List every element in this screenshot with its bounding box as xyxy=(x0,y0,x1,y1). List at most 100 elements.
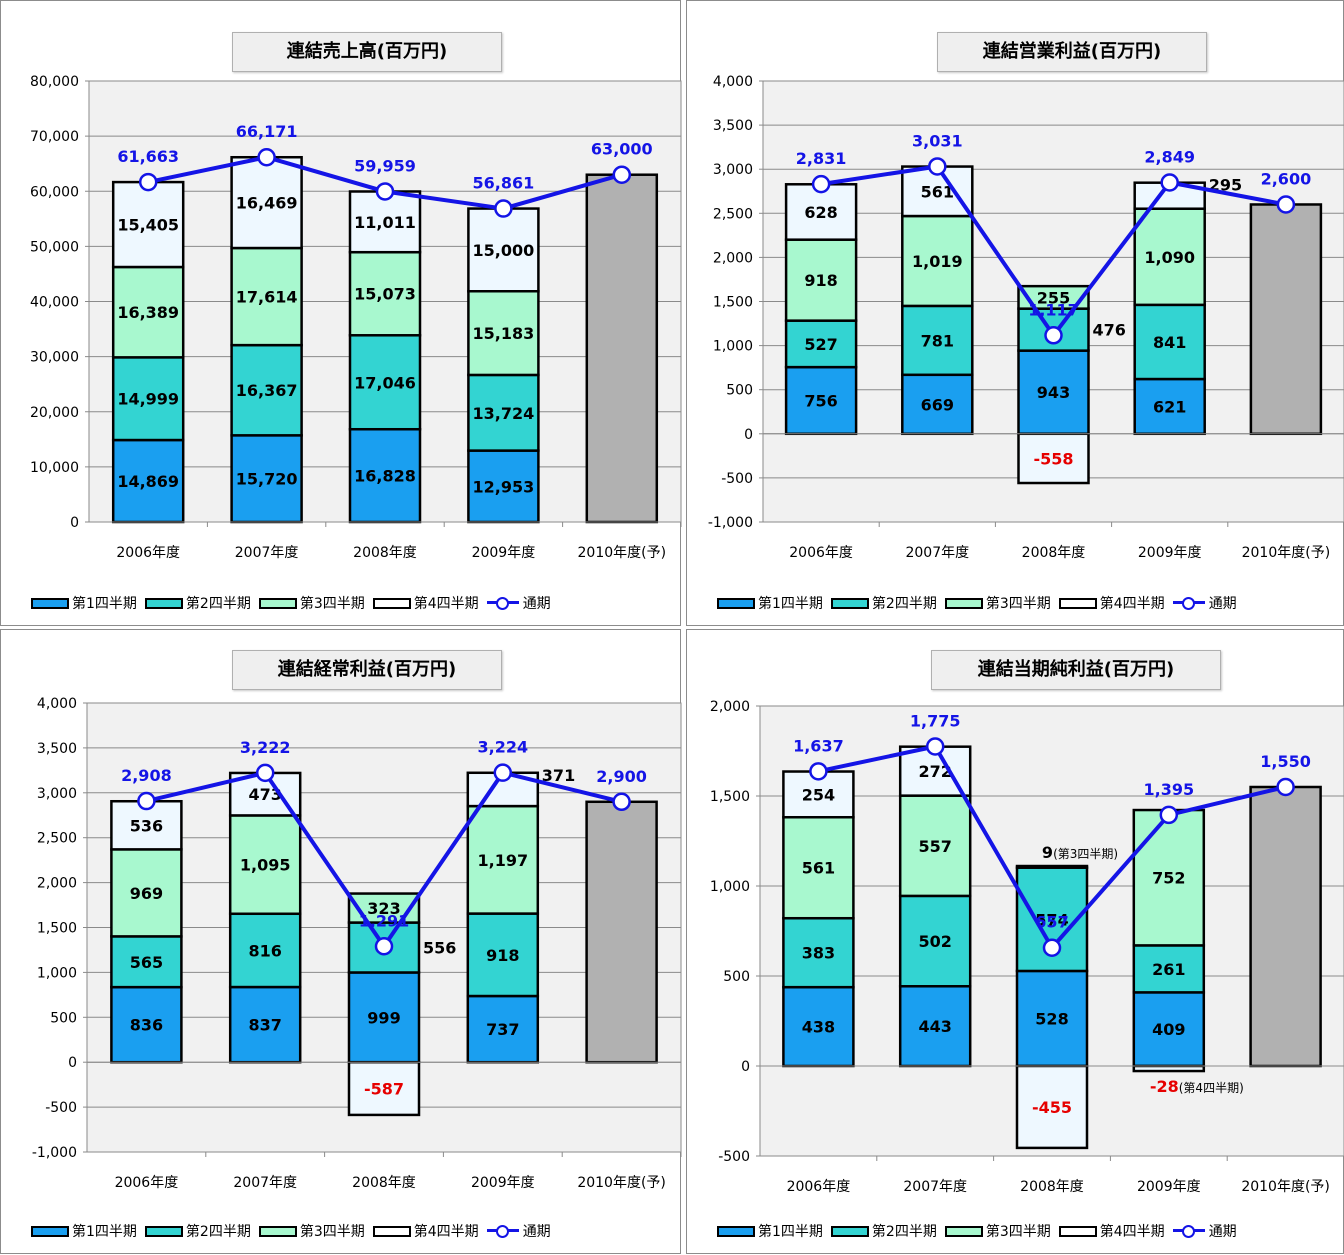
y-tick-label: -1,000 xyxy=(32,1145,77,1161)
full-year-label: 66,171 xyxy=(236,122,298,141)
legend-label-q2: 第2四半期 xyxy=(185,596,251,612)
bar-segment-4 xyxy=(1132,1064,1206,1073)
bar-segment-1 xyxy=(1133,377,1206,436)
y-tick-label: -500 xyxy=(718,1149,750,1165)
note-label: -28(第4四半期) xyxy=(1150,1077,1244,1096)
full-year-marker xyxy=(375,182,395,201)
y-tick-label: 1,500 xyxy=(713,295,753,311)
legend-label-q2: 第2四半期 xyxy=(185,1224,251,1240)
note-label: 9(第3四半期) xyxy=(1042,843,1118,862)
x-tick-label: 2007年度 xyxy=(903,1179,967,1195)
legend-swatch-q2 xyxy=(830,597,869,609)
x-tick-label: 2007年度 xyxy=(233,1175,297,1191)
legend-swatch-q3 xyxy=(944,1225,983,1237)
y-tick-label: 3,500 xyxy=(713,118,753,134)
y-tick-label: 500 xyxy=(726,383,753,399)
x-tick-label: 2006年度 xyxy=(787,1179,851,1195)
bar-value-label: 15,073 xyxy=(354,285,416,304)
legend-label-q1: 第1四半期 xyxy=(72,1224,137,1240)
bar-value-label: 13,724 xyxy=(473,404,535,423)
full-year-label: 657 xyxy=(1035,913,1068,932)
x-tick-label: 2010年度(予) xyxy=(578,545,667,561)
legend-label-q3: 第3四半期 xyxy=(985,596,1051,612)
bar-value-label: 16,828 xyxy=(354,467,416,486)
chart-canvas: 0 10,000 20,000 30,000 40,000 50,000 60,000 70,… xyxy=(30,74,682,561)
full-year-label: 1,291 xyxy=(359,911,410,930)
x-tick-label: 2008年度 xyxy=(353,545,417,561)
y-tick-label: 4,000 xyxy=(37,696,77,712)
note-value: 9 xyxy=(1042,843,1053,862)
bar-value-label: 443 xyxy=(918,1017,951,1036)
bar-value-label: 16,469 xyxy=(236,194,298,213)
legend-q4: 第4四半期 xyxy=(1058,1221,1165,1241)
full-year-label: 2,900 xyxy=(596,767,647,786)
chart-legend: 第1四半期 第2四半期 第3四半期 第4四半期 通期 xyxy=(717,1221,1245,1241)
y-tick-label: 1,500 xyxy=(37,921,77,937)
legend-label-q1: 第1四半期 xyxy=(72,596,137,612)
bar-value-label: 255 xyxy=(1037,288,1070,307)
full-year-marker xyxy=(1159,805,1179,825)
legend-label-full-year: 通期 xyxy=(1208,596,1237,612)
bar-value-label: 943 xyxy=(1037,383,1070,402)
full-year-label: 2,849 xyxy=(1144,148,1195,167)
bar-value-label: 12,953 xyxy=(473,477,535,496)
full-year-label: 56,861 xyxy=(473,174,535,193)
bar-segment-3 xyxy=(230,246,303,347)
bar-value-label: 837 xyxy=(248,1016,281,1035)
x-tick-label: 2009年度 xyxy=(1137,1179,1201,1195)
legend-swatch-q3 xyxy=(258,1225,297,1237)
legend-label-full-year: 通期 xyxy=(522,596,551,612)
bar-value-label: 557 xyxy=(918,837,951,856)
bar-value-label: 628 xyxy=(804,203,837,222)
legend-label-q1: 第1四半期 xyxy=(758,596,823,612)
full-year-label: 2,831 xyxy=(796,149,847,168)
bar-value-label: 15,405 xyxy=(117,216,179,235)
bar-value-label: 737 xyxy=(486,1020,519,1039)
bar-segment-3 xyxy=(347,892,421,924)
bar-value-label: 816 xyxy=(248,941,281,960)
legend-label-full-year: 通期 xyxy=(522,1224,551,1240)
bar-value-label: 574 xyxy=(1035,910,1068,929)
bar-value-label: 781 xyxy=(921,331,954,350)
bar-value-label: 17,046 xyxy=(354,373,416,392)
bar-segment-4 xyxy=(467,207,540,293)
bar-value-label: 17,614 xyxy=(236,288,298,307)
full-year-marker xyxy=(1276,777,1295,797)
chart-legend: 第1四半期 第2四半期 第3四半期 第4四半期 通期 xyxy=(31,1221,559,1241)
full-year-marker xyxy=(925,737,945,756)
forecast-bar xyxy=(1249,785,1322,1068)
bar-segment-3 xyxy=(1017,284,1090,310)
x-tick-label: 2009年度 xyxy=(472,545,536,561)
y-tick-label: 10,000 xyxy=(30,460,79,476)
legend-q1: 第1四半期 xyxy=(717,593,823,613)
chart-canvas: -500 0 500 1,000 1,500 2,000 2006年度 2007年度 2008年… xyxy=(710,699,1344,1195)
full-year-label: 3,224 xyxy=(477,738,528,757)
bar-segment-3 xyxy=(228,814,302,916)
bar-value-label: 15,720 xyxy=(236,470,298,489)
bar-segment-3 xyxy=(466,804,540,915)
legend-label-q4: 第4四半期 xyxy=(1099,1224,1165,1240)
full-year-marker xyxy=(612,165,632,184)
full-year-marker xyxy=(493,763,513,782)
full-year-label: 2,908 xyxy=(121,766,172,785)
bar-value-label: 1,090 xyxy=(1144,248,1195,267)
full-year-marker xyxy=(1044,326,1063,345)
full-year-marker xyxy=(1042,938,1062,957)
side-value-label: 476 xyxy=(1093,321,1126,340)
chart-panel-sales: 0 10,000 20,000 30,000 40,000 50,000 60,000 70,… xyxy=(0,0,682,626)
full-year-label: 1,637 xyxy=(793,736,844,755)
legend-q2: 第2四半期 xyxy=(144,1221,251,1241)
x-tick-label: 2009年度 xyxy=(471,1175,535,1191)
bar-value-label: 383 xyxy=(802,944,835,963)
bar-segment-4 xyxy=(784,183,858,241)
legend-swatch-q1 xyxy=(717,1225,755,1237)
bar-segment-2 xyxy=(230,343,303,437)
bar-value-label: 536 xyxy=(130,816,163,835)
y-tick-label: 1,500 xyxy=(710,789,750,805)
x-tick-label: 2006年度 xyxy=(115,1175,179,1191)
bar-value-label: 16,367 xyxy=(236,381,298,400)
bar-value-label: 502 xyxy=(918,932,951,951)
side-value-label: 371 xyxy=(542,766,575,785)
y-tick-label: 2,000 xyxy=(710,699,750,715)
y-tick-label: 1,000 xyxy=(37,965,77,981)
